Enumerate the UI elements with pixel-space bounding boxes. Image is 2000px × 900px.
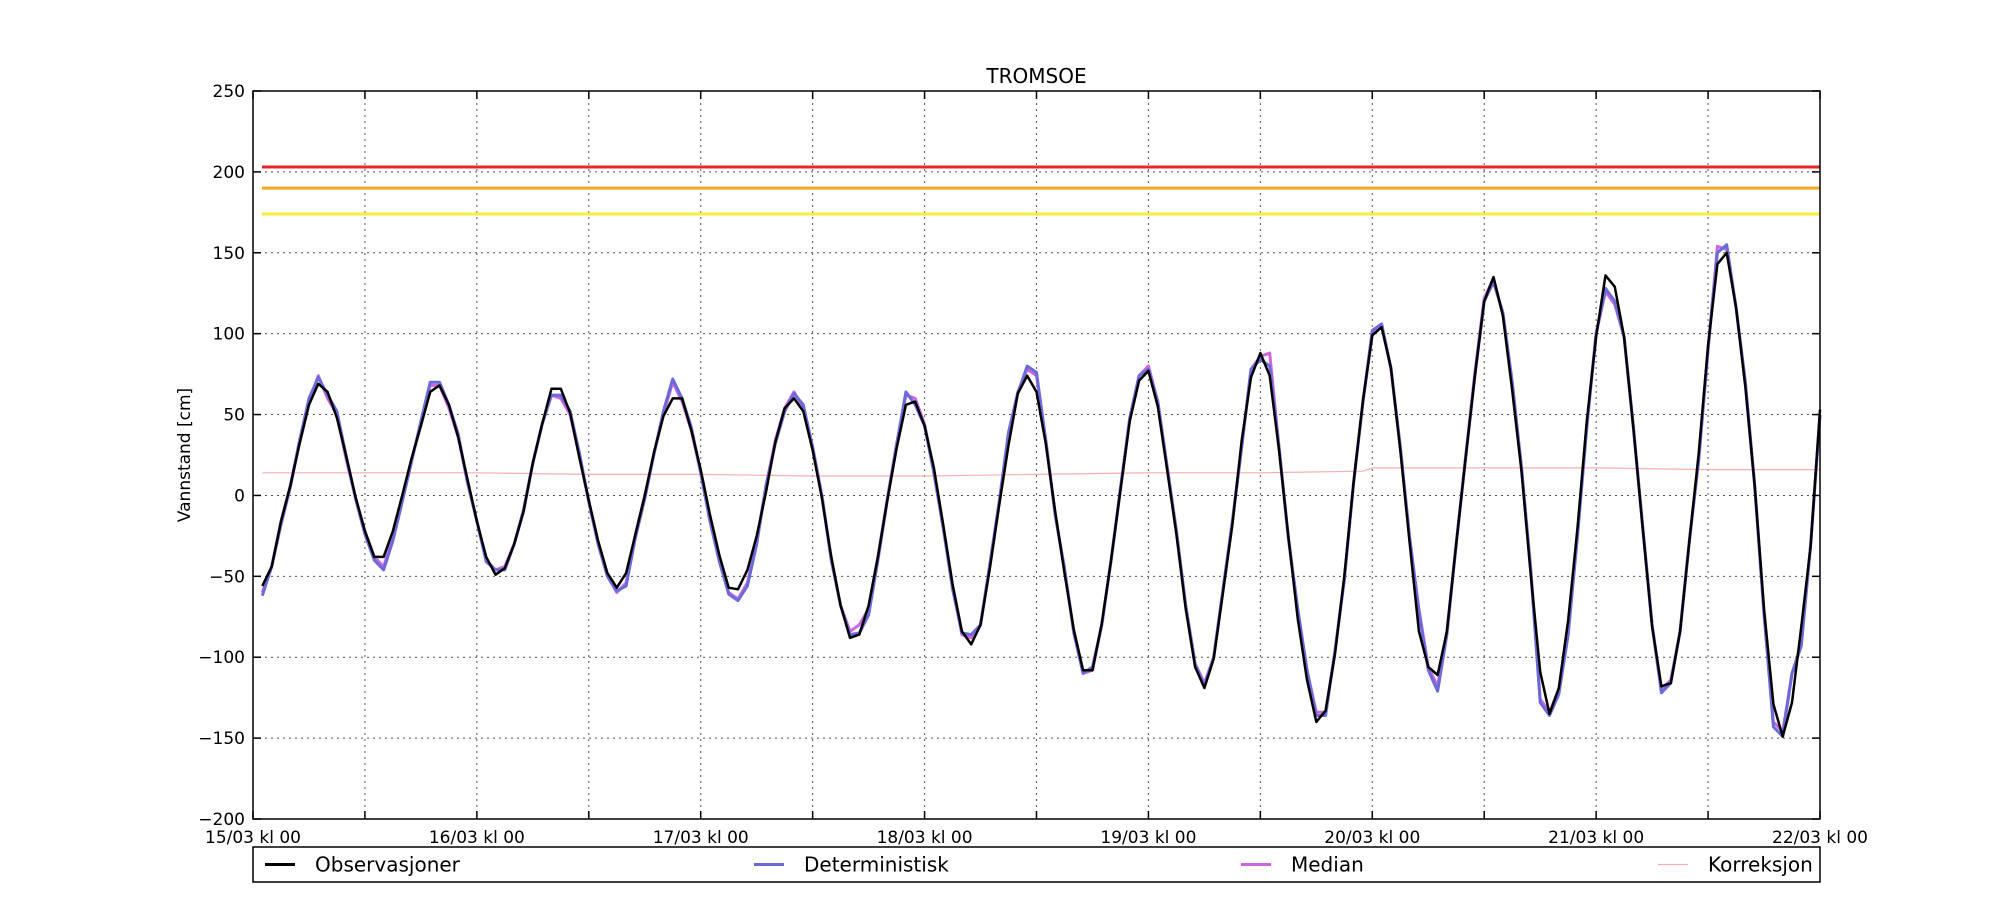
legend-label: Korreksjon (1708, 853, 1813, 877)
y-tick-label: −50 (209, 567, 245, 587)
y-tick-label: 50 (223, 406, 245, 426)
series-line-observasjoner (261, 251, 1822, 738)
x-tick-label: 18/03 kl 00 (877, 828, 973, 848)
legend: Observasjoner Deterministisk Median Korreks… (252, 846, 1821, 883)
y-tick-label: −100 (198, 648, 245, 668)
legend-label: Deterministisk (804, 853, 949, 877)
y-tick-label: 100 (213, 325, 245, 345)
series-line-korreksjon (262, 467, 1820, 477)
y-tick-label: 150 (213, 244, 245, 264)
chart-title: TROMSOE (985, 64, 1086, 88)
y-tick-label: 0 (234, 486, 245, 506)
x-tick-label: 15/03 kl 00 (205, 828, 301, 848)
threshold-lines (262, 165, 1820, 216)
legend-label: Observasjoner (315, 853, 461, 877)
x-tick-label: 21/03 kl 00 (1548, 828, 1644, 848)
axis-ticks: −200 −150 −100 −50 0 50 100 150 200 250 15/03 kl 0… (198, 82, 1868, 848)
y-axis-label: Vannstand [cm] (175, 388, 195, 522)
y-tick-label: 250 (213, 82, 245, 102)
grid (253, 91, 1820, 819)
y-tick-label: −150 (198, 729, 245, 749)
y-tick-label: −200 (198, 810, 245, 830)
x-tick-label: 19/03 kl 00 (1100, 828, 1196, 848)
x-tick-label: 22/03 kl 00 (1772, 828, 1868, 848)
series-lines (260, 243, 1822, 738)
x-tick-label: 20/03 kl 00 (1324, 828, 1420, 848)
x-tick-label: 17/03 kl 00 (653, 828, 749, 848)
y-tick-label: 200 (213, 163, 245, 183)
legend-box (252, 846, 1821, 883)
x-tick-label: 16/03 kl 00 (429, 828, 525, 848)
legend-label: Median (1291, 853, 1364, 877)
